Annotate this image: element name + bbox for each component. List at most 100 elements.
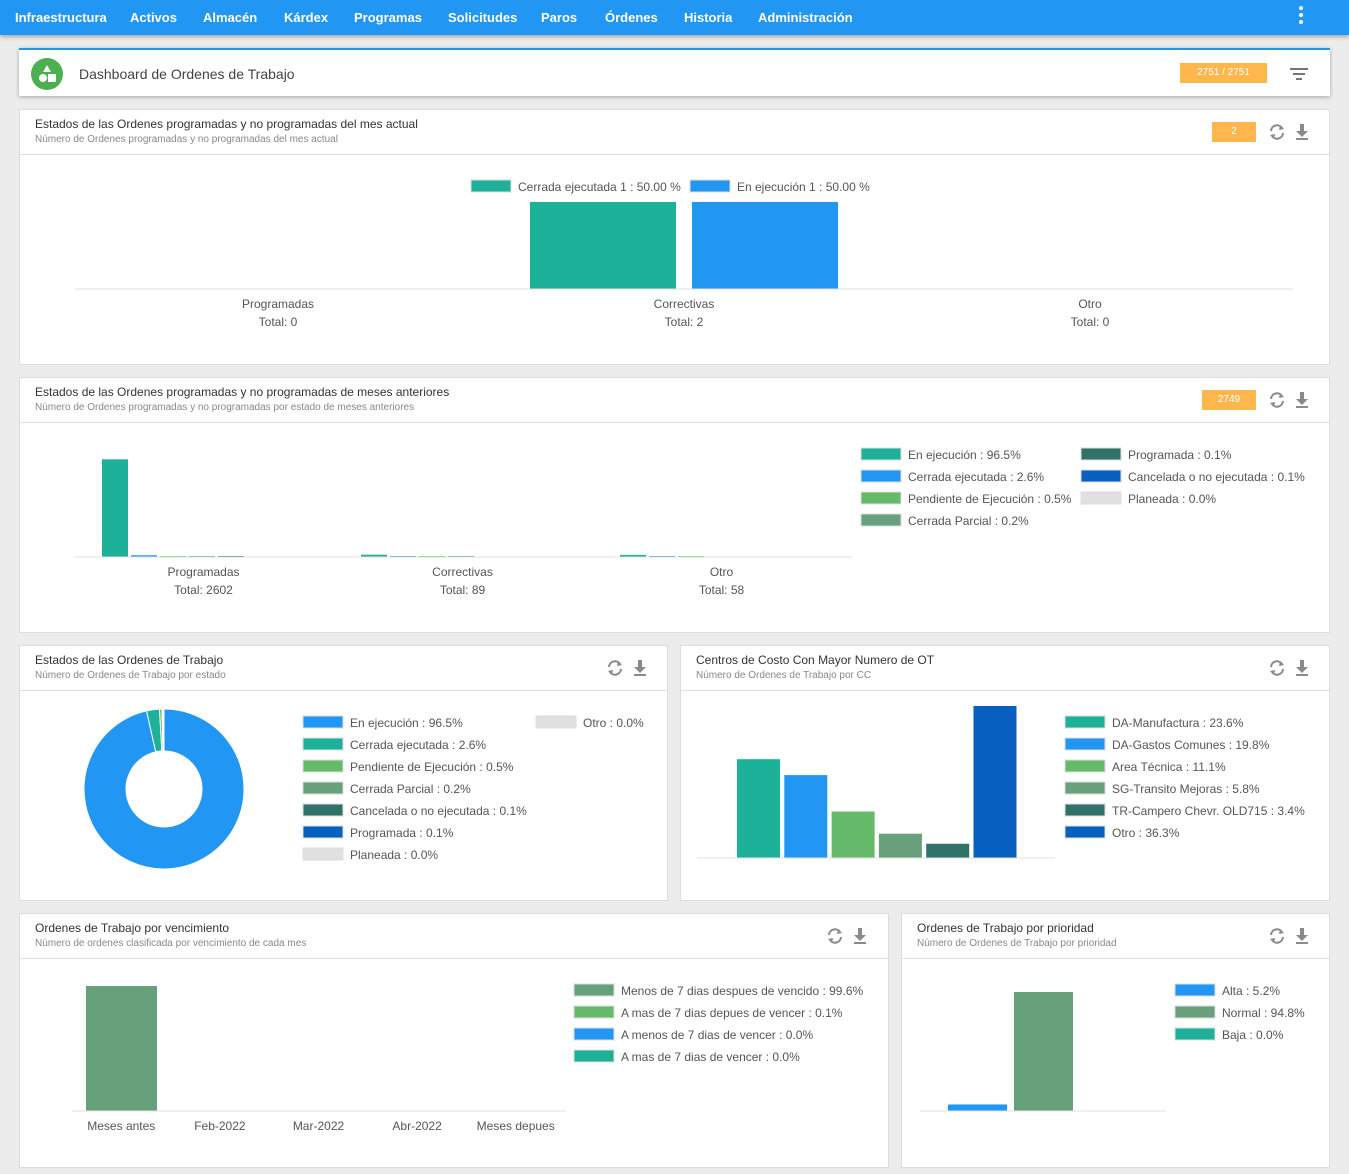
- pie-slice: [162, 708, 165, 752]
- nav-item[interactable]: Kárdex: [284, 10, 329, 25]
- dashboard-logo-icon: [31, 58, 63, 90]
- legend-item: SG-Transito Mejoras : 5.8%: [1112, 782, 1260, 796]
- legend-swatch: [535, 715, 577, 729]
- legend-swatch: [689, 179, 731, 193]
- legend-swatch: [302, 847, 344, 861]
- chart-current-month: Cerrada ejecutada 1 : 50.00 % En ejecució…: [75, 179, 1293, 329]
- category-total: Total: 0: [259, 315, 298, 329]
- legend-item: Pendiente de Ejecución : 0.5%: [908, 492, 1072, 506]
- bar: [948, 1104, 1007, 1111]
- dashboard-header: Dashboard de Ordenes de Trabajo 2751 / 2…: [19, 48, 1330, 96]
- card-title: Estados de las Ordenes programadas y no …: [35, 385, 450, 399]
- card-subtitle: Número de Ordenes programadas y no progr…: [35, 134, 338, 145]
- category-label: Abr-2022: [392, 1119, 442, 1133]
- legend-swatch: [1064, 737, 1106, 751]
- legend-item: Cerrada Parcial : 0.2%: [350, 782, 471, 796]
- legend-item: A menos de 7 dias de vencer : 0.0%: [621, 1028, 813, 1042]
- category-total: Total: 2602: [174, 583, 233, 597]
- legend-item: A mas de 7 dias de vencer : 0.0%: [621, 1050, 800, 1064]
- category-label: Programadas: [167, 565, 239, 579]
- nav-item[interactable]: Administración: [758, 10, 853, 25]
- legend-item: Pendiente de Ejecución : 0.5%: [350, 760, 514, 774]
- chart-priority: Alta : 5.2% Normal : 94.8% Baja : 0.0%: [920, 983, 1305, 1112]
- card-subtitle: Número de Ordenes de Trabajo por estado: [35, 670, 226, 681]
- legend-swatch: [302, 715, 344, 729]
- refresh-icon[interactable]: [1268, 659, 1286, 677]
- nav-item[interactable]: Activos: [130, 10, 177, 25]
- legend-item: DA-Manufactura : 23.6%: [1112, 716, 1244, 730]
- legend-item: Cerrada Parcial : 0.2%: [908, 514, 1029, 528]
- download-icon[interactable]: [1293, 659, 1311, 677]
- legend-item: Cerrada ejecutada 1 : 50.00 %: [518, 180, 681, 194]
- legend-item: Menos de 7 dias despues de vencido : 99.…: [621, 984, 863, 998]
- category-label: Mar-2022: [293, 1119, 345, 1133]
- legend-item: TR-Campero Chevr. OLD715 : 3.4%: [1112, 804, 1305, 818]
- legend-swatch: [302, 781, 344, 795]
- count-badge: 2749: [1202, 390, 1256, 410]
- download-icon[interactable]: [1293, 123, 1311, 141]
- download-icon[interactable]: [1293, 927, 1311, 945]
- legend-swatch: [573, 1049, 615, 1063]
- legend-swatch: [860, 491, 902, 505]
- legend-item: Alta : 5.2%: [1222, 984, 1280, 998]
- category-total: Total: 2: [665, 315, 704, 329]
- legend-item: En ejecución : 96.5%: [350, 716, 463, 730]
- nav-item[interactable]: Solicitudes: [448, 10, 518, 25]
- pie-slice: [83, 708, 245, 870]
- legend-item: Planeada : 0.0%: [1128, 492, 1216, 506]
- download-icon[interactable]: [631, 659, 649, 677]
- nav-item[interactable]: Infraestructura: [15, 10, 107, 25]
- legend-item: Baja : 0.0%: [1222, 1028, 1284, 1042]
- download-icon[interactable]: [851, 927, 869, 945]
- filter-icon[interactable]: [1290, 67, 1308, 81]
- nav-item[interactable]: Paros: [541, 10, 578, 25]
- legend-swatch: [860, 447, 902, 461]
- count-badge: 2: [1212, 122, 1256, 142]
- legend-item: Otro : 0.0%: [583, 716, 644, 730]
- category-label: Programadas: [242, 297, 314, 311]
- card-cost-centers: Centros de Costo Con Mayor Numero de OT …: [680, 645, 1330, 901]
- more-options-icon[interactable]: [1291, 6, 1311, 26]
- category-total: Total: 89: [440, 583, 486, 597]
- bar: [361, 554, 387, 557]
- legend-item: Cancelada o no ejecutada : 0.1%: [1128, 470, 1305, 484]
- category-label: Otro: [710, 565, 734, 579]
- bar: [878, 833, 922, 858]
- page-title: Dashboard de Ordenes de Trabajo: [79, 66, 295, 82]
- refresh-icon[interactable]: [1268, 927, 1286, 945]
- refresh-icon[interactable]: [1268, 123, 1286, 141]
- bar: [737, 759, 780, 858]
- card-header: Estados de las Ordenes de Trabajo Número…: [20, 646, 667, 691]
- refresh-icon[interactable]: [1268, 391, 1286, 409]
- bar: [86, 986, 157, 1111]
- card-header: Estados de las Ordenes programadas y no …: [20, 110, 1329, 155]
- category-label: Otro: [1078, 297, 1102, 311]
- card-subtitle: Número de Ordenes de Trabajo por CC: [696, 670, 872, 681]
- refresh-icon[interactable]: [606, 659, 624, 677]
- legend-swatch: [573, 1005, 615, 1019]
- nav-item[interactable]: Almacén: [203, 10, 258, 25]
- card-states: Estados de las Ordenes de Trabajo Número…: [19, 645, 668, 901]
- card-priority: Ordenes de Trabajo por prioridad Número …: [901, 913, 1330, 1168]
- card-title: Estados de las Ordenes de Trabajo: [35, 653, 224, 667]
- chart-states: En ejecución : 96.5% Cerrada ejecutada : …: [83, 708, 644, 870]
- download-icon[interactable]: [1293, 391, 1311, 409]
- legend-item: En ejecución : 96.5%: [908, 448, 1021, 462]
- nav-item[interactable]: Órdenes: [605, 10, 658, 25]
- legend-item: Cancelada o no ejecutada : 0.1%: [350, 804, 527, 818]
- nav-item[interactable]: Historia: [684, 10, 733, 25]
- card-current-month: Estados de las Ordenes programadas y no …: [19, 109, 1330, 365]
- category-label: Correctivas: [654, 297, 715, 311]
- card-title: Ordenes de Trabajo por prioridad: [917, 921, 1094, 935]
- card-header: Ordenes de Trabajo por prioridad Número …: [902, 914, 1329, 959]
- bar: [692, 202, 838, 289]
- legend-swatch: [1064, 781, 1106, 795]
- legend-swatch: [1174, 1027, 1216, 1041]
- legend-swatch: [1080, 491, 1122, 505]
- bar: [926, 843, 970, 858]
- bar: [131, 555, 157, 557]
- bar: [102, 459, 128, 557]
- bar: [1014, 992, 1073, 1111]
- refresh-icon[interactable]: [826, 927, 844, 945]
- nav-item[interactable]: Programas: [354, 10, 422, 25]
